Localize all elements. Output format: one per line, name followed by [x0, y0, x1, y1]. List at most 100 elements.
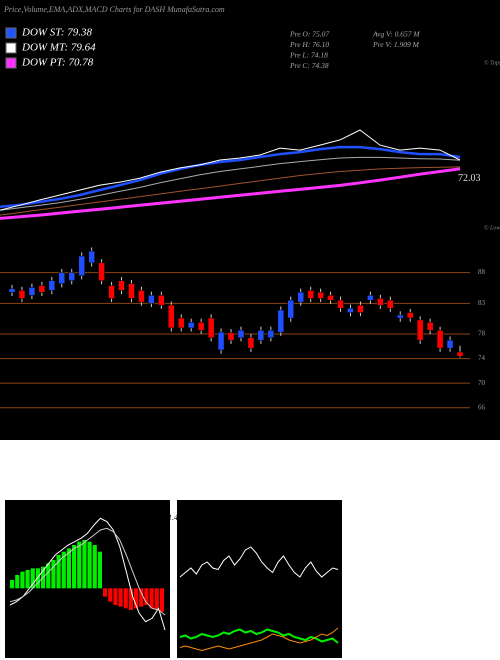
legend-swatch — [5, 42, 17, 54]
macd-line — [9, 517, 166, 631]
candle-body — [48, 280, 56, 291]
candle-body — [317, 292, 324, 299]
panel-title: MACD — [11, 513, 35, 522]
histogram-bar — [159, 588, 164, 612]
adx-line — [179, 628, 339, 644]
adx-panel — [177, 500, 342, 658]
ema-line — [0, 129, 461, 211]
candle-body — [237, 330, 245, 338]
candle-body — [8, 288, 16, 293]
histogram-bar — [97, 551, 102, 589]
candle-body — [406, 312, 414, 319]
candle-body — [227, 332, 235, 341]
candle-body — [426, 322, 434, 331]
histogram-bar — [61, 551, 66, 589]
stat-label: Avg V: 0.657 M — [372, 30, 420, 39]
candle-body — [158, 295, 165, 306]
candle-body — [18, 290, 26, 299]
ema-line — [0, 166, 461, 216]
ema-line — [0, 156, 461, 211]
histogram-bar — [128, 588, 133, 610]
candle-body — [416, 319, 424, 341]
stat-label: Pre C: 74.38 — [289, 61, 329, 70]
histogram-bar — [77, 541, 82, 589]
histogram-bar — [103, 588, 108, 597]
candle-body — [357, 304, 364, 313]
candle-body — [456, 351, 464, 357]
y-tick-label: 78 — [478, 330, 486, 338]
candle-body — [327, 295, 334, 301]
candle-body — [38, 285, 46, 293]
histogram-bar — [113, 588, 118, 605]
histogram-bar — [56, 555, 61, 589]
histogram-bar — [46, 563, 51, 589]
candle-body — [187, 322, 195, 329]
candle-body — [68, 272, 75, 281]
histogram-bar — [123, 588, 128, 609]
histogram-bar — [10, 580, 15, 589]
histogram-bar — [66, 548, 71, 589]
y-tick-label: 66 — [478, 403, 486, 411]
candle-body — [297, 292, 304, 303]
stat-label: Pre L: 74.18 — [289, 51, 328, 60]
candle-body — [207, 317, 215, 338]
candle-body — [78, 255, 85, 276]
candle-body — [267, 330, 275, 338]
ema-line — [0, 145, 461, 209]
end-value-label: 72.03 — [458, 173, 481, 184]
candle-body — [88, 250, 95, 264]
ema-line — [0, 167, 461, 220]
histogram-bar — [72, 545, 77, 589]
price-background — [0, 0, 500, 440]
candle-body — [98, 262, 105, 281]
candle-body — [247, 337, 255, 349]
candle-body — [138, 290, 145, 303]
candle-body — [177, 317, 185, 329]
y-tick-label: 70 — [478, 379, 486, 387]
candle-body — [377, 298, 384, 306]
histogram-bar — [51, 560, 56, 589]
adx-line — [179, 546, 339, 578]
candle-body — [307, 290, 314, 299]
legend-label: DOW MT: 79.64 — [21, 42, 96, 54]
macd-line — [9, 527, 166, 616]
candle-body — [148, 295, 155, 304]
histogram-bar — [25, 570, 30, 589]
candle-body — [58, 272, 66, 284]
candle-body — [397, 314, 404, 319]
histogram-bar — [87, 541, 92, 589]
stat-label: Pre V: 1.909 M — [372, 40, 420, 49]
candle-body — [168, 304, 175, 329]
legend-label: DOW PT: 70.78 — [21, 57, 94, 69]
candle-body — [347, 307, 354, 313]
histogram-bar — [108, 588, 113, 602]
candle-body — [28, 287, 36, 296]
legend-swatch — [5, 57, 17, 69]
panel-title: ADX — [179, 513, 197, 522]
panel-subtitle: (14 day) 57, +18, -58 — [236, 513, 305, 522]
candle-body — [436, 330, 444, 349]
legend-swatch — [5, 27, 17, 39]
page-title: Price,Volume,EMA,ADX,MACD Charts for DAS… — [3, 5, 225, 14]
legend-label: DOW ST: 79.38 — [21, 27, 92, 39]
candle-body — [217, 331, 225, 351]
histogram-bar — [144, 588, 149, 605]
candle-body — [287, 300, 295, 319]
candle-body — [367, 295, 374, 301]
histogram-bar — [118, 588, 123, 607]
histogram-bar — [20, 571, 25, 589]
stat-label: Pre O: 75.07 — [289, 30, 329, 39]
panel-subtitle: (12,26,9) 78.54, 79.75, -1.41 — [90, 513, 182, 522]
y-tick-label: 74 — [478, 354, 486, 362]
y-tick-label: 88 — [478, 268, 486, 276]
histogram-bar — [82, 540, 87, 589]
histogram-bar — [92, 545, 97, 589]
corner-note: © Lower — [484, 224, 500, 231]
candle-body — [108, 285, 115, 299]
adx-line — [179, 627, 339, 652]
histogram-bar — [30, 568, 35, 589]
histogram-bar — [149, 588, 154, 609]
candle-body — [277, 309, 285, 333]
candle-body — [446, 339, 454, 349]
